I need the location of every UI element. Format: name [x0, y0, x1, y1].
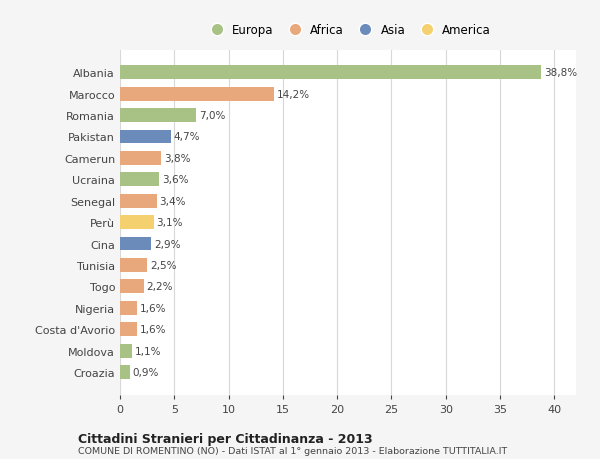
Bar [120, 194, 157, 208]
Bar [120, 344, 132, 358]
Text: 7,0%: 7,0% [199, 111, 225, 121]
Text: 0,9%: 0,9% [133, 367, 159, 377]
Bar [120, 216, 154, 230]
Text: 3,8%: 3,8% [164, 154, 190, 163]
Bar [120, 151, 161, 166]
Text: 1,6%: 1,6% [140, 325, 167, 335]
Text: 4,7%: 4,7% [174, 132, 200, 142]
Bar [120, 323, 137, 336]
Legend: Europa, Africa, Asia, America: Europa, Africa, Asia, America [203, 22, 493, 39]
Bar [120, 66, 541, 80]
Bar [120, 301, 137, 315]
Text: 2,9%: 2,9% [154, 239, 181, 249]
Text: 1,1%: 1,1% [134, 346, 161, 356]
Bar [120, 280, 144, 294]
Bar [120, 258, 147, 272]
Text: 2,2%: 2,2% [146, 282, 173, 291]
Text: 38,8%: 38,8% [544, 68, 577, 78]
Bar [120, 365, 130, 379]
Text: 3,6%: 3,6% [162, 175, 188, 185]
Text: 2,5%: 2,5% [150, 260, 176, 270]
Bar [120, 237, 151, 251]
Text: 1,6%: 1,6% [140, 303, 167, 313]
Text: 3,1%: 3,1% [157, 218, 183, 228]
Text: Cittadini Stranieri per Cittadinanza - 2013: Cittadini Stranieri per Cittadinanza - 2… [78, 432, 373, 445]
Text: 3,4%: 3,4% [160, 196, 186, 206]
Bar [120, 88, 274, 101]
Bar [120, 173, 159, 187]
Bar [120, 130, 171, 144]
Bar [120, 109, 196, 123]
Text: 14,2%: 14,2% [277, 90, 310, 100]
Text: COMUNE DI ROMENTINO (NO) - Dati ISTAT al 1° gennaio 2013 - Elaborazione TUTTITAL: COMUNE DI ROMENTINO (NO) - Dati ISTAT al… [78, 446, 507, 455]
